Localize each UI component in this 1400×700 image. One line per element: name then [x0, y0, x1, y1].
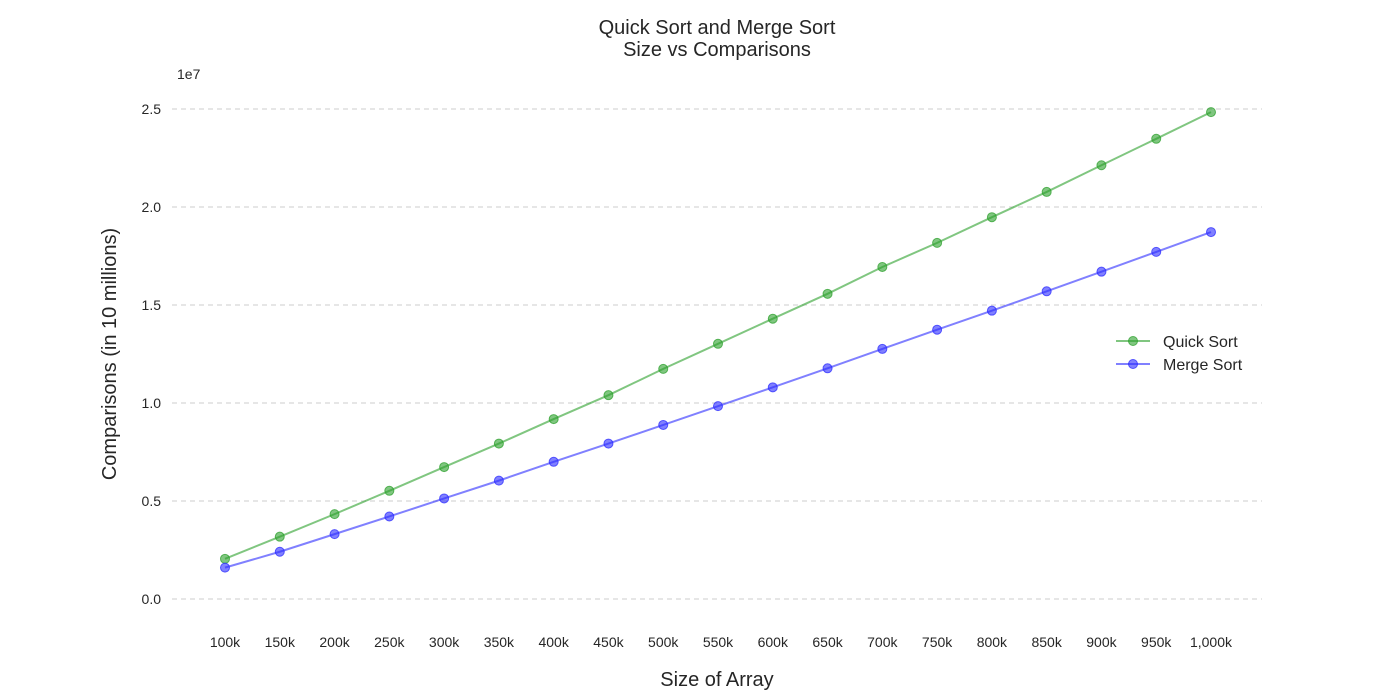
legend: Quick Sort Merge Sort	[1116, 334, 1243, 374]
data-point	[1151, 246, 1162, 257]
y-tick-label: 1.5	[142, 297, 162, 313]
data-point	[329, 529, 340, 540]
x-axis-label: Size of Array	[660, 669, 773, 691]
data-point	[603, 390, 614, 401]
data-point	[877, 343, 888, 354]
x-tick-label: 450k	[593, 634, 624, 650]
x-tick-label: 400k	[538, 634, 569, 650]
data-point	[658, 363, 669, 374]
data-point	[713, 401, 723, 412]
x-tick-label: 600k	[758, 634, 789, 650]
x-tick-label: 950k	[1141, 634, 1172, 650]
data-point	[603, 438, 614, 449]
x-tick-label: 900k	[1086, 634, 1117, 650]
x-tick-label: 150k	[265, 634, 296, 650]
x-tick-label: 850k	[1031, 634, 1062, 650]
data-point	[220, 553, 230, 564]
series-layer	[220, 107, 1216, 573]
x-tick-label: 300k	[429, 634, 460, 650]
data-point	[274, 531, 285, 542]
data-point	[548, 456, 559, 467]
data-point	[767, 313, 778, 324]
x-tick-label: 1,000k	[1190, 634, 1233, 650]
data-point	[1041, 286, 1052, 297]
x-tick-label: 650k	[812, 634, 843, 650]
data-point	[1151, 133, 1162, 144]
data-point	[439, 493, 450, 504]
data-point	[1096, 266, 1107, 277]
x-tick-label: 200k	[319, 634, 350, 650]
data-point	[1041, 186, 1052, 197]
data-point	[493, 438, 504, 449]
data-point	[493, 475, 504, 486]
data-point	[932, 324, 943, 335]
data-point	[1206, 227, 1216, 238]
legend-marker	[1128, 336, 1138, 346]
x-tick-label: 750k	[922, 634, 953, 650]
data-point	[822, 363, 833, 374]
y-axis-label: Comparisons (in 10 millions)	[99, 228, 121, 480]
x-tick-label: 700k	[867, 634, 898, 650]
series-merge-sort	[220, 227, 1216, 573]
data-point	[877, 261, 888, 272]
data-point	[384, 485, 395, 496]
x-tick-label: 500k	[648, 634, 679, 650]
legend-marker	[1128, 359, 1138, 369]
series-line	[224, 231, 1212, 569]
data-point	[1096, 160, 1107, 171]
data-point	[439, 462, 450, 473]
data-point	[384, 511, 395, 522]
data-point	[986, 305, 997, 316]
data-point	[932, 237, 943, 248]
x-tick-label: 550k	[703, 634, 734, 650]
data-point	[274, 546, 285, 557]
data-point	[220, 562, 230, 573]
series-line	[224, 111, 1212, 560]
series-quick-sort	[220, 107, 1216, 564]
chart-title: Quick Sort and Merge Sort Size vs Compar…	[599, 17, 836, 61]
y-tick-label: 2.5	[142, 101, 162, 117]
data-point	[767, 382, 778, 393]
y-tick-labels: 0.0 0.5 1.0 1.5 2.0 2.5	[142, 101, 162, 607]
legend-item: Quick Sort	[1116, 334, 1238, 351]
y-tick-label: 0.5	[142, 493, 162, 509]
x-tick-label: 800k	[977, 634, 1008, 650]
x-tick-label: 350k	[484, 634, 515, 650]
chart-title-line1: Quick Sort and Merge Sort	[599, 17, 836, 39]
data-point	[329, 509, 340, 520]
legend-label: Merge Sort	[1163, 357, 1243, 374]
data-point	[1206, 107, 1216, 118]
legend-item: Merge Sort	[1116, 357, 1243, 374]
data-point	[658, 419, 669, 430]
x-tick-label: 100k	[210, 634, 241, 650]
x-tick-labels: 100k 150k 200k 250k 300k 350k 400k 450k 500k 550k…	[210, 634, 1233, 650]
y-tick-label: 0.0	[142, 591, 162, 607]
chart-title-line2: Size vs Comparisons	[623, 39, 811, 61]
y-offset-label: 1e7	[177, 66, 201, 82]
data-point	[822, 288, 833, 299]
y-tick-label: 1.0	[142, 395, 162, 411]
legend-label: Quick Sort	[1163, 334, 1238, 351]
data-point	[986, 212, 997, 223]
x-tick-label: 250k	[374, 634, 405, 650]
y-tick-label: 2.0	[142, 199, 162, 215]
data-point	[713, 338, 723, 349]
data-point	[548, 414, 559, 425]
gridlines	[172, 108, 1262, 600]
